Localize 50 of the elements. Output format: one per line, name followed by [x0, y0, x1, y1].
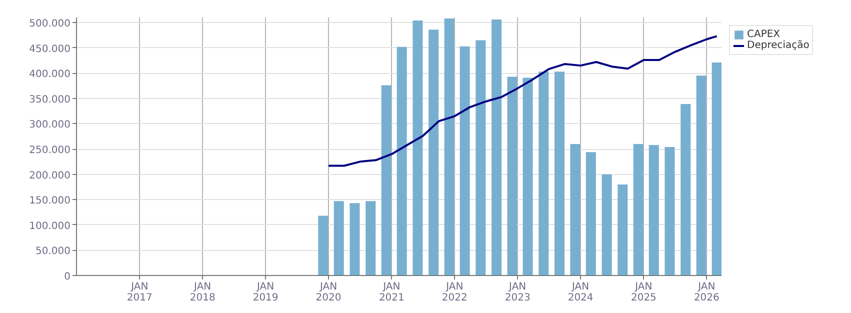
y-tick-label: 300.000: [29, 120, 71, 131]
y-tick-label: 50.000: [36, 246, 71, 258]
y-tick-label: 150.000: [29, 196, 71, 207]
bar: [664, 147, 675, 276]
bar: [507, 76, 518, 276]
bar: [318, 216, 328, 276]
y-tick-label: 350.000: [29, 94, 71, 106]
y-tick-label: 450.000: [29, 44, 71, 55]
x-tick-label: JAN 2026: [694, 282, 720, 304]
bar: [334, 201, 344, 276]
y-tick-label: 250.000: [29, 145, 71, 156]
x-tick-label: JAN 2022: [442, 282, 468, 304]
y-tick-label: 0: [64, 272, 71, 282]
bar: [460, 46, 470, 276]
bar: [554, 72, 565, 276]
line-series: [328, 35, 718, 167]
bar: [633, 144, 644, 276]
bar: [712, 62, 722, 276]
bar: [570, 144, 580, 276]
bar: [618, 184, 628, 276]
bar: [381, 85, 392, 276]
y-tick-label: 400.000: [29, 69, 71, 80]
bar: [680, 104, 691, 276]
bar: [444, 18, 454, 276]
bar: [648, 144, 659, 276]
bar: [522, 78, 533, 276]
x-tick-label: JAN 2020: [316, 282, 342, 304]
bar: [366, 201, 376, 276]
bar: [492, 20, 502, 276]
y-tick-label: 500.000: [29, 18, 71, 30]
x-tick-label: JAN 2018: [190, 282, 216, 304]
x-tick-label: JAN 2024: [568, 282, 594, 304]
bar: [696, 76, 706, 276]
bar: [586, 152, 596, 276]
bar: [396, 46, 407, 276]
y-tick-label: 200.000: [29, 170, 71, 182]
bar: [412, 20, 423, 276]
bar: [602, 174, 612, 276]
x-tick-label: JAN 2025: [630, 282, 656, 304]
bar: [538, 72, 549, 276]
bar: [428, 30, 439, 276]
legend-label: CAPEX: [747, 29, 780, 40]
x-tick-label: JAN 2017: [126, 282, 152, 304]
legend-label: Depreciação: [747, 40, 810, 51]
x-tick-label: JAN 2023: [504, 282, 530, 304]
bar: [350, 203, 360, 276]
x-tick-label: JAN 2021: [378, 282, 404, 304]
y-tick-label: 100.000: [29, 220, 71, 232]
bar: [476, 40, 486, 276]
x-tick-label: JAN 2019: [252, 282, 278, 304]
